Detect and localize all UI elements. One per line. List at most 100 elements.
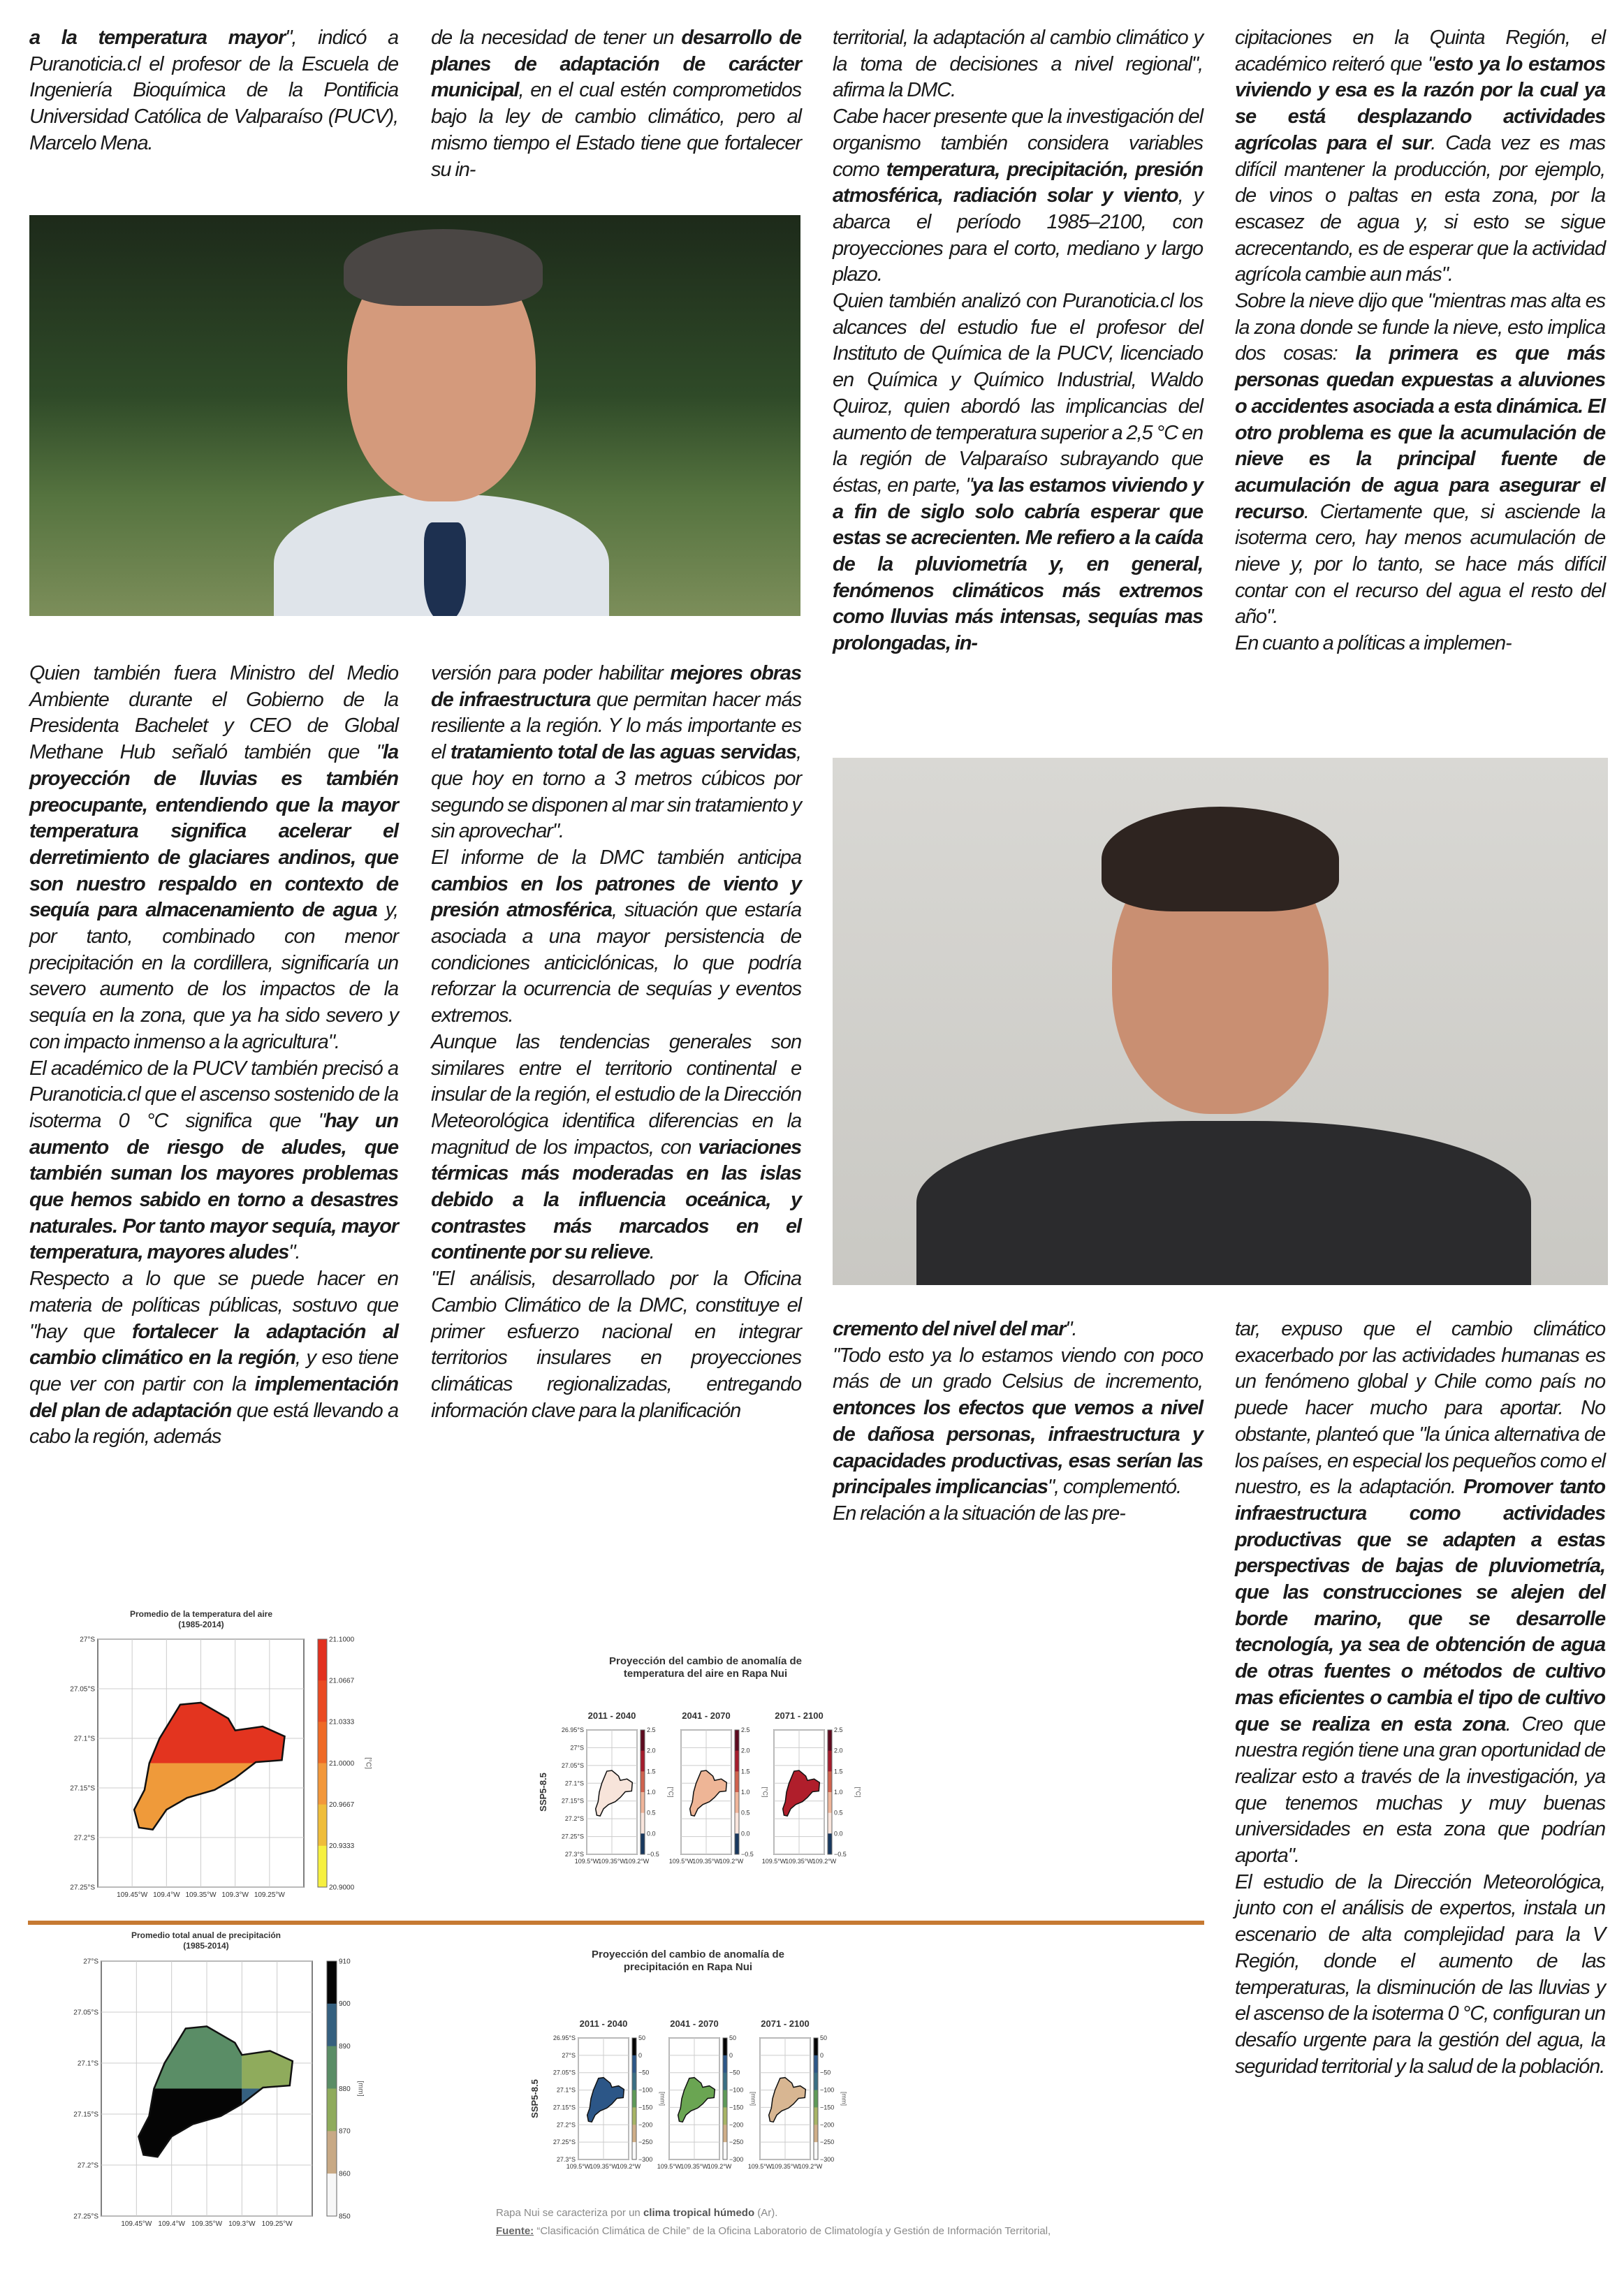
colorbar-segment: [814, 2142, 818, 2160]
island-outline: [782, 1770, 821, 1817]
paragraph: territorial, la adaptación al cambio cli…: [833, 25, 1204, 104]
bold-quote-text: hay un aumento de riesgo de aludes, que …: [29, 1109, 399, 1264]
y-tick-label: 27.25°S: [70, 1884, 95, 1891]
body-text: El informe de la DMC también anticipa: [431, 846, 802, 869]
colorbar-segment: [828, 1812, 832, 1834]
x-tick-label: 109.2°W: [719, 1858, 744, 1865]
colorbar-tick-label: 21.0000: [329, 1760, 355, 1768]
colorbar-tick-label: 21.1000: [329, 1636, 355, 1643]
colorbar-tick-label: −200: [729, 2121, 743, 2128]
body-text: ", indicó a Puranoticia.cl el profesor d…: [29, 27, 399, 154]
figure-title: Promedio de la temperatura del aire: [130, 1609, 272, 1619]
paragraph: cipitaciones en la Quinta Región, el aca…: [1235, 25, 1606, 288]
colorbar-tick-label: −250: [729, 2139, 743, 2146]
panel-period-label: 2071 - 2100: [775, 1710, 823, 1721]
colorbar-tick-label: 890: [339, 2043, 351, 2051]
x-tick-label: 109.4°W: [153, 1891, 180, 1899]
body-text: que permitan hacer más resiliente a la r…: [431, 688, 802, 764]
colorbar-tick-label: 880: [339, 2085, 351, 2093]
colorbar-tick-label: 0.5: [834, 1810, 843, 1817]
column-2-top-text: de la necesidad de tener un desarrollo d…: [431, 25, 802, 183]
bold-quote-text: ya las estamos viviendo y a fin de siglo…: [833, 474, 1204, 655]
body-text: En cuanto a políticas a implemen-: [1235, 632, 1512, 655]
paragraph: Cabe hacer presente que la investigación…: [833, 104, 1204, 288]
colorbar-frame: [813, 2037, 819, 2160]
colorbar-tick-label: 1.0: [647, 1789, 656, 1796]
colorbar-tick-label: −150: [638, 2104, 652, 2111]
body-text: .: [649, 1241, 655, 1264]
colorbar-unit-label: [°C]: [854, 1787, 861, 1797]
x-tick-label: 109.35°W: [598, 1858, 626, 1865]
bold-quote-text: implementación del plan de adaptación: [29, 1372, 399, 1422]
island-outline: [594, 1770, 634, 1817]
colorbar-segment: [318, 1845, 327, 1888]
colorbar-segment: [723, 2107, 727, 2125]
y-tick-label: 27.3°S: [557, 2156, 576, 2163]
y-tick-label: 27.2°S: [557, 2121, 576, 2128]
colorbar-segment: [735, 1792, 739, 1814]
colorbar-segment: [723, 2055, 727, 2074]
body-text: El estudio de la Dirección Meteorológica…: [1235, 1870, 1606, 2078]
colorbar-tick-label: −300: [820, 2156, 834, 2163]
colorbar-segment: [632, 2038, 636, 2056]
panel-period-label: 2041 - 2070: [682, 1710, 730, 1721]
colorbar-tick-label: 850: [339, 2213, 351, 2220]
bold-quote-text: tratamiento total de las aguas servidas: [450, 741, 797, 764]
colorbar-tick-label: 0: [729, 2052, 733, 2059]
paragraph: En cuanto a políticas a implemen-: [1235, 631, 1605, 657]
body-text: . Creo que nuestra región tiene una gran…: [1235, 1712, 1606, 1868]
source-label: Fuente:: [496, 2225, 534, 2237]
figure-title: (1985-2014): [183, 1941, 228, 1951]
x-tick-label: 109.5°W: [669, 1858, 694, 1865]
colorbar-frame: [640, 1729, 645, 1855]
caption-bold: clima tropical húmedo: [643, 2207, 755, 2219]
colorbar-tick-label: 900: [339, 2000, 351, 2008]
colorbar-segment: [735, 1812, 739, 1834]
colorbar-tick-label: 2.0: [741, 1747, 750, 1754]
colorbar-tick-label: 50: [729, 2034, 736, 2041]
body-text: . Cada vez es mas difícil mantener la pr…: [1235, 131, 1606, 286]
colorbar-segment: [327, 1961, 337, 2004]
y-tick-label: 27.3°S: [565, 1851, 584, 1858]
colorbar-tick-label: 0: [638, 2052, 642, 2059]
y-tick-label: 27.1°S: [557, 2087, 576, 2094]
colorbar-tick-label: −0.5: [834, 1851, 847, 1858]
column-1-bottom-text: Quien también fuera Ministro del Medio A…: [29, 661, 399, 1451]
colorbar-tick-label: −300: [638, 2156, 652, 2163]
paragraph: En relación a la situación de las pre-: [833, 1501, 1203, 1527]
body-text: Quien también fuera Ministro del Medio A…: [29, 662, 399, 764]
figure-title: Proyección del cambio de anomalía de: [592, 1949, 784, 1960]
colorbar-segment: [723, 2072, 727, 2091]
x-tick-label: 109.5°W: [566, 2163, 591, 2170]
colorbar-segment: [632, 2107, 636, 2125]
colorbar-tick-label: −100: [729, 2087, 743, 2094]
body-text: "El análisis, desarrollado por la Oficin…: [431, 1268, 802, 1422]
colorbar-tick-label: 21.0667: [329, 1678, 355, 1685]
x-tick-label: 109.35°W: [590, 2163, 617, 2170]
colorbar-unit-label: [°C]: [364, 1757, 372, 1769]
colorbar-tick-label: 860: [339, 2171, 351, 2178]
colorbar-tick-label: 2.5: [647, 1726, 656, 1733]
colorbar-segment: [723, 2125, 727, 2143]
colorbar-unit-label: [mm]: [357, 2081, 365, 2096]
body-text: El académico de la PUCV también precisó …: [29, 1057, 399, 1132]
figure-title: Promedio total anual de precipitación: [131, 1930, 281, 1940]
body-text: Aunque las tendencias generales son simi…: [431, 1030, 802, 1159]
colorbar-tick-label: 50: [820, 2034, 827, 2041]
x-tick-label: 109.5°W: [748, 2163, 773, 2170]
x-tick-label: 109.35°W: [692, 1858, 720, 1865]
colorbar-segment: [641, 1792, 645, 1814]
paragraph: cremento del nivel del mar".: [833, 1316, 1203, 1343]
colorbar-segment: [814, 2055, 818, 2074]
colorbar-tick-label: 50: [638, 2034, 645, 2041]
colorbar-segment: [641, 1730, 645, 1752]
paragraph: El estudio de la Dirección Meteorológica…: [1235, 1870, 1606, 2081]
colorbar-tick-label: 1.5: [647, 1768, 656, 1775]
bold-quote-text: cambios en los patrones de viento y pres…: [431, 872, 802, 922]
body-text: Sobre la nieve dijo que "mientras mas al…: [1235, 290, 1606, 365]
colorbar-frame: [317, 1638, 328, 1888]
bold-quote-text: desarrollo de planes de adaptación de ca…: [431, 27, 802, 102]
y-tick-label: 27°S: [570, 1744, 584, 1751]
colorbar-segment: [327, 2131, 337, 2174]
colorbar-unit-label: [°C]: [667, 1787, 674, 1797]
